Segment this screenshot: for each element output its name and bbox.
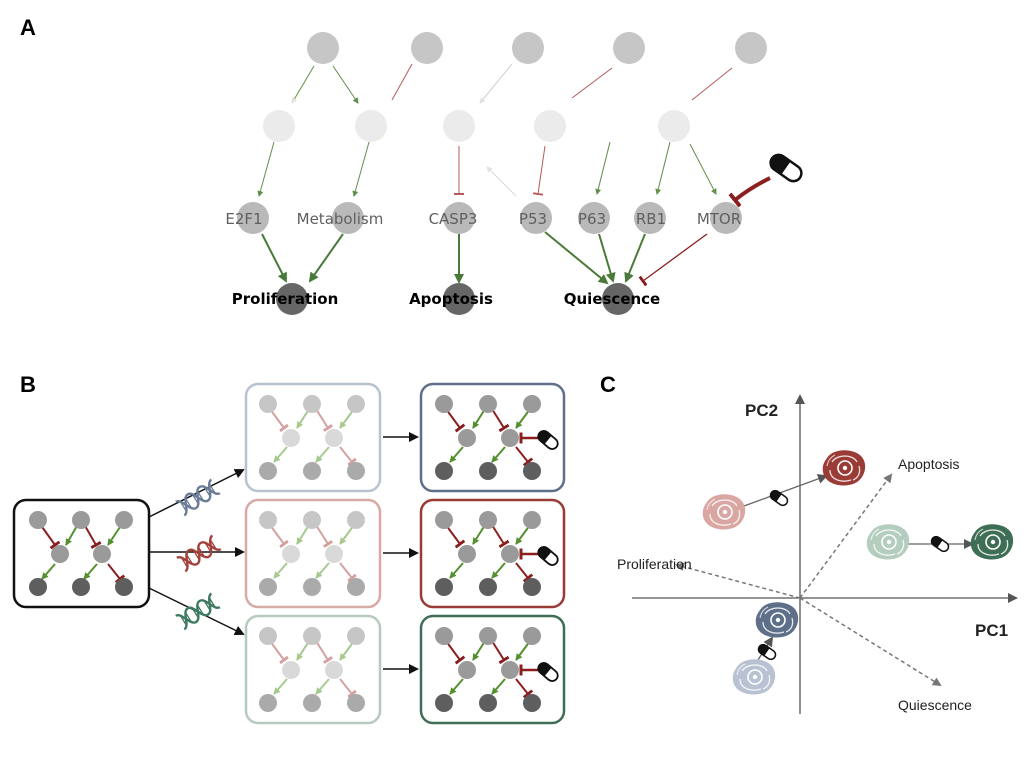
- drug-capsule-icon: [767, 488, 791, 508]
- network-node-middle: [355, 110, 387, 142]
- edge-a: [598, 233, 616, 283]
- gene-label-e2f1: E2F1: [225, 210, 262, 228]
- gene-label-rb1: RB1: [636, 210, 666, 228]
- panel-label-a: A: [20, 15, 36, 40]
- gene-node: [332, 202, 364, 234]
- context-network-box-blue: [244, 382, 382, 493]
- panel-b-workflow: [12, 382, 566, 725]
- network-node-top: [512, 32, 544, 64]
- drug-capsule-icon: [766, 150, 806, 186]
- edge-a: [479, 63, 513, 104]
- edge-a: [486, 166, 517, 197]
- outcome-label-proliferation: Proliferation: [232, 290, 339, 308]
- drug-capsule-icon: [928, 534, 952, 554]
- network-node-top: [613, 32, 645, 64]
- gene-node: [710, 202, 742, 234]
- edge-a: [655, 141, 671, 195]
- edge-a: [532, 145, 546, 196]
- context-network: [259, 395, 365, 480]
- network-node-top: [307, 32, 339, 64]
- cell-icon: [731, 658, 776, 696]
- edge-a: [689, 143, 717, 195]
- gene-label-p53: P53: [519, 210, 547, 228]
- gene-label-mtor: MTOR: [697, 210, 741, 228]
- edge-a: [544, 231, 609, 285]
- gene-label-metabolism: Metabolism: [297, 210, 384, 228]
- gene-node: [634, 202, 666, 234]
- gene-label-p63: P63: [578, 210, 606, 228]
- edge-a: [638, 233, 708, 287]
- gene-node: [237, 202, 269, 234]
- edge-a: [308, 233, 344, 283]
- flow-arrow: [148, 469, 245, 518]
- panel-a-network: E2F1 Metabolism CASP3 P53 P63 RB1 MTOR P…: [225, 32, 806, 315]
- cell-icon: [969, 523, 1014, 561]
- gene-node: [520, 202, 552, 234]
- outcome-node: [602, 283, 634, 315]
- context-network-box-green: [244, 614, 382, 725]
- loading-arrow-quiescence: [799, 597, 942, 687]
- edge-a: [257, 141, 275, 197]
- drug-inhibition-edge: [728, 176, 771, 208]
- outcome-label-quiescence: Quiescence: [564, 290, 660, 308]
- network-node-middle: [534, 110, 566, 142]
- cell-icon: [821, 449, 866, 487]
- network-node-middle: [443, 110, 475, 142]
- cell-icon: [701, 493, 746, 531]
- loading-arrow-apoptosis: [799, 473, 893, 599]
- cell-icon: [865, 523, 910, 561]
- gene-node: [443, 202, 475, 234]
- network-node-middle: [263, 110, 295, 142]
- shift-arrow-red: [743, 474, 828, 507]
- gene-node: [578, 202, 610, 234]
- outcome-node: [276, 283, 308, 315]
- network-node-middle: [658, 110, 690, 142]
- loading-label-quiescence: Quiescence: [898, 697, 972, 713]
- outcome-node: [443, 283, 475, 315]
- edge-a: [261, 233, 287, 283]
- dna-icon: [175, 534, 223, 573]
- panel-label-c: C: [600, 372, 616, 397]
- gene-label-casp3: CASP3: [429, 210, 478, 228]
- edge-a: [595, 141, 611, 195]
- generic-network: [29, 511, 133, 596]
- outcome-label-apoptosis: Apoptosis: [409, 290, 493, 308]
- pc1-label: PC1: [975, 621, 1008, 640]
- network-node-top: [411, 32, 443, 64]
- edge-a: [391, 63, 413, 101]
- edge-a: [691, 67, 733, 101]
- context-network-box-red: [244, 498, 382, 609]
- loading-arrow-proliferation: [675, 562, 801, 599]
- panel-label-b: B: [20, 372, 36, 397]
- panel-c-pca: PC1 PC2 Apoptosis Proliferation Quiescen…: [617, 394, 1018, 714]
- network-node-top: [735, 32, 767, 64]
- edge-a: [571, 67, 613, 99]
- treated-network: [435, 395, 561, 480]
- loading-label-proliferation: Proliferation: [617, 556, 692, 572]
- pc2-label: PC2: [745, 401, 778, 420]
- dna-icon: [174, 592, 222, 631]
- edge-a: [332, 65, 359, 104]
- edge-a: [624, 233, 646, 283]
- edge-a: [352, 141, 370, 197]
- cell-icon: [754, 601, 799, 639]
- loading-label-apoptosis: Apoptosis: [898, 456, 959, 472]
- edge-a: [291, 65, 315, 104]
